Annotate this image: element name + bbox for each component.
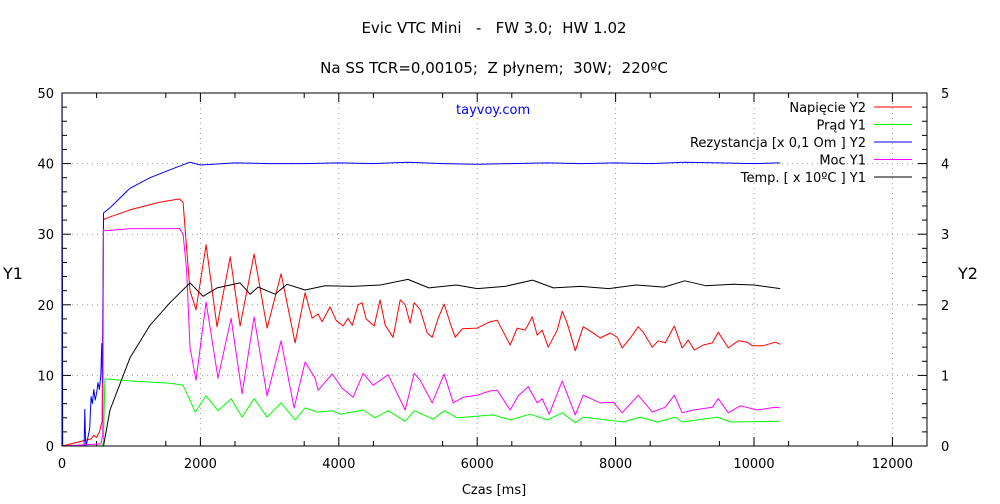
x-tick-label: 4000 xyxy=(322,457,355,472)
y2-tick-label: 5 xyxy=(941,87,949,102)
legend-label: Moc Y1 xyxy=(819,154,866,169)
chart-title: Evic VTC Mini - FW 3.0; HW 1.02 xyxy=(361,19,626,37)
y2-tick-label: 3 xyxy=(941,228,949,243)
plot-frame xyxy=(61,92,928,447)
x-axis-label: Czas [ms] xyxy=(462,483,526,498)
subtitle-text: Na SS TCR=0,00105; Z płynem; 30W; 220ºC xyxy=(320,59,668,77)
ticks: 0 2000 4000 6000 8000 10000 12000 0 10 20 30 40 50 0 1… xyxy=(37,87,949,472)
y-tick-label: 50 xyxy=(37,87,54,102)
legend-label: Napięcie Y2 xyxy=(789,101,866,116)
series-line-3 xyxy=(61,228,781,447)
y-tick-label: 30 xyxy=(37,228,54,243)
y2-axis-label: Y2 xyxy=(957,264,978,283)
x-tick-label: 2000 xyxy=(184,457,217,472)
x-tick-label: 0 xyxy=(58,457,66,472)
chart-subtitle: Na SS TCR=0,00105; Z płynem; 30W; 220ºC xyxy=(320,59,668,77)
y-tick-label: 20 xyxy=(37,299,54,314)
x-tick-label: 12000 xyxy=(872,457,913,472)
series-line-0 xyxy=(61,198,781,447)
y-tick-label: 40 xyxy=(37,158,54,173)
annotation: tayvoy.com xyxy=(456,103,530,118)
series-line-1 xyxy=(62,378,781,447)
series-layer xyxy=(61,92,781,447)
legend: Napięcie Y2 Prąd Y1 Rezystancja [x 0,1 Om … xyxy=(690,101,912,186)
x-tick-label: 6000 xyxy=(461,457,494,472)
legend-label: Temp. [ x 10ºC ] Y1 xyxy=(740,171,866,186)
x-tick-label: 10000 xyxy=(733,457,774,472)
y-tick-label: 0 xyxy=(46,440,54,455)
y-tick-label: 10 xyxy=(37,369,54,384)
y2-tick-label: 1 xyxy=(941,369,949,384)
grid xyxy=(62,93,927,446)
y-axis-label: Y1 xyxy=(2,264,23,283)
y2-tick-label: 2 xyxy=(941,299,949,314)
legend-label: Rezystancja [x 0,1 Om ] Y2 xyxy=(690,136,866,151)
legend-label: Prąd Y1 xyxy=(816,119,866,134)
series-line-4 xyxy=(62,278,781,447)
x-tick-label: 8000 xyxy=(599,457,632,472)
y2-tick-label: 4 xyxy=(941,158,949,173)
series-line-2 xyxy=(61,92,781,447)
y2-tick-label: 0 xyxy=(941,440,949,455)
